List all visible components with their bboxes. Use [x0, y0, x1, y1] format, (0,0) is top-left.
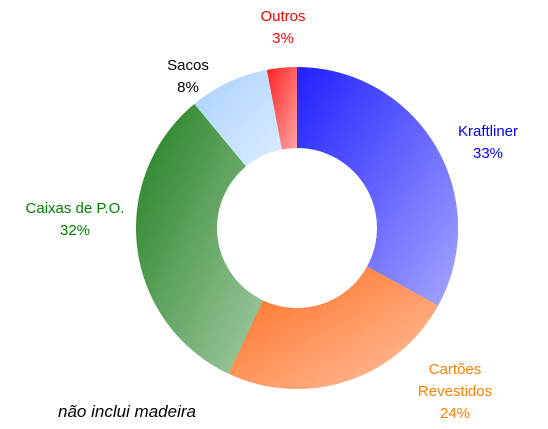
- value-label: 3%: [272, 30, 294, 47]
- annotation: não inclui madeira: [58, 402, 196, 421]
- donut-slice: [297, 67, 458, 306]
- value-label: 8%: [177, 79, 199, 96]
- slice-label: Sacos 8%: [148, 55, 228, 99]
- category-label: Sacos: [167, 57, 209, 74]
- slice-label: Outros 3%: [243, 6, 323, 50]
- category-label: Cartões Revestidos: [417, 361, 493, 400]
- slice-label: Kraftliner 33%: [443, 121, 533, 165]
- value-label: 24%: [439, 405, 471, 422]
- category-label: Kraftliner: [457, 123, 519, 140]
- value-label: 33%: [472, 145, 504, 162]
- slice-label: Caixas de P.O. 32%: [10, 198, 140, 242]
- slice-label: Cartões Revestidos 24%: [405, 359, 505, 425]
- category-label: Caixas de P.O.: [25, 200, 125, 217]
- category-label: Outros: [260, 8, 306, 25]
- value-label: 32%: [59, 222, 91, 239]
